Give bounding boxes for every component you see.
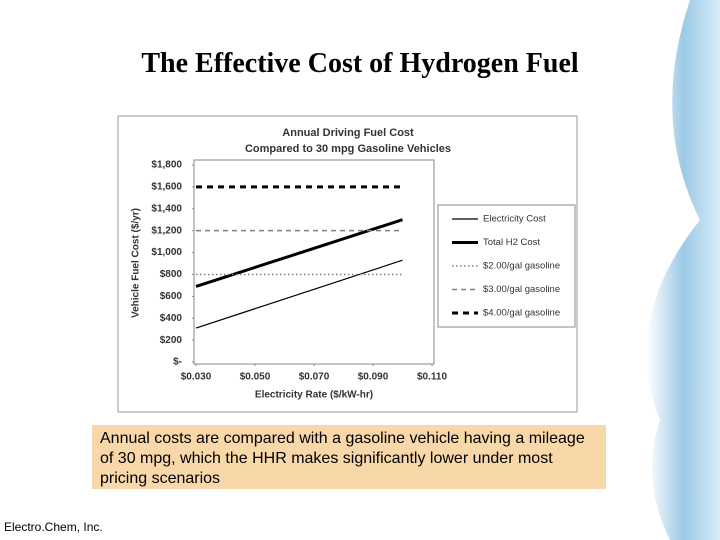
x-tick-label: $0.070 [299,372,330,383]
y-tick-label: $1,600 [151,182,182,193]
series-line [195,259,403,329]
y-tick-label: $1,800 [151,160,182,171]
legend-label: Electricity Cost [483,214,546,225]
x-axis-label: Electricity Rate ($/kW-hr) [255,390,373,401]
footer: Electro.Chem, Inc. [4,520,103,534]
legend-label: $2.00/gal gasoline [483,261,560,272]
chart-subtitle: Compared to 30 mpg Gasoline Vehicles [245,143,451,155]
y-tick-label: $1,000 [151,247,182,258]
legend-label: $4.00/gal gasoline [483,308,560,319]
y-tick-label: $600 [160,291,183,302]
y-tick-label: $800 [160,269,183,280]
y-tick-label: $1,200 [151,225,182,236]
x-tick-label: $0.110 [417,372,447,383]
legend-label: Total H2 Cost [483,237,540,248]
x-tick-label: $0.030 [181,372,212,383]
x-tick-label: $0.050 [240,372,271,383]
chart-title: Annual Driving Fuel Cost [282,127,414,139]
y-tick-label: $- [173,357,182,368]
y-tick-label: $1,400 [151,203,182,214]
legend-label: $3.00/gal gasoline [483,284,560,295]
y-tick-label: $200 [160,335,183,346]
slide-title: The Effective Cost of Hydrogen Fuel [141,48,579,79]
x-tick-label: $0.090 [358,372,389,383]
y-axis-label: Vehicle Fuel Cost ($/yr) [131,208,142,318]
caption: Annual costs are compared with a gasolin… [92,425,606,489]
y-tick-label: $400 [160,313,183,324]
